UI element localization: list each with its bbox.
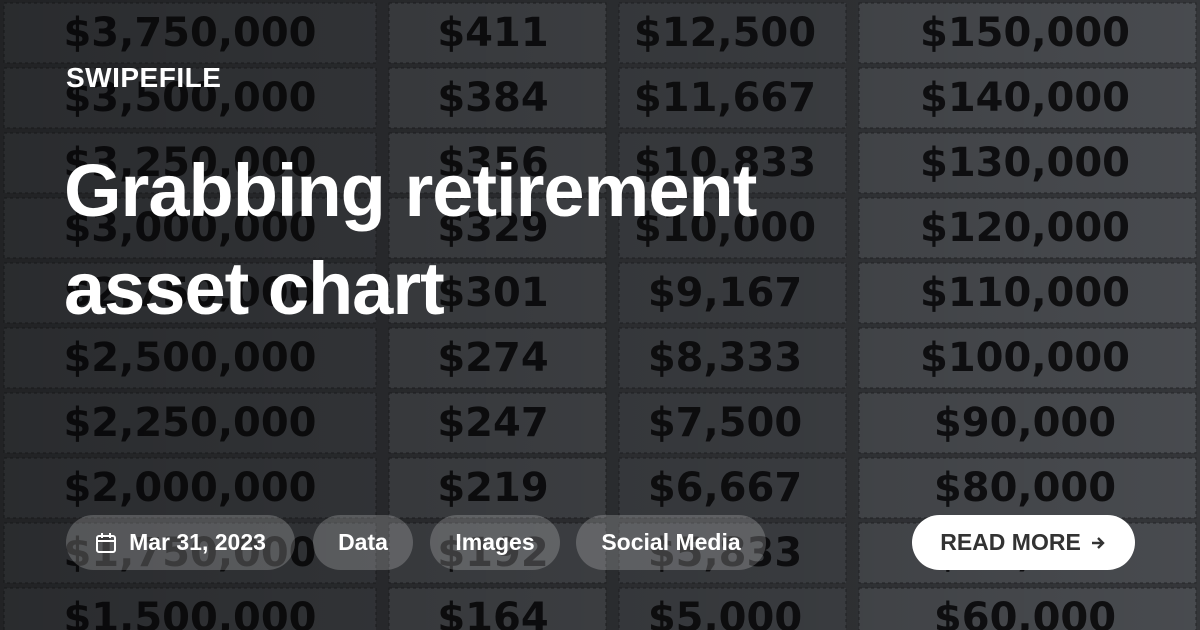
date-pill: Mar 31, 2023 [66, 515, 295, 570]
table-cell [618, 132, 847, 194]
tag[interactable]: Social Media [576, 515, 766, 570]
kicker: SWIPEFILE [66, 62, 222, 93]
table-cell [618, 522, 847, 584]
table-cell [3, 587, 377, 630]
table-value: $2,000,000 [63, 465, 316, 511]
cta-label: READ MORE [940, 529, 1081, 555]
table-value: $356 [437, 140, 548, 186]
table-value: $2,750,000 [63, 270, 316, 316]
table-cell [388, 457, 607, 519]
table-cell [858, 587, 1197, 630]
table-value: $384 [437, 75, 548, 121]
date: Mar 31, 2023 [129, 529, 266, 555]
table-value: $5,833 [648, 530, 802, 576]
arrow-icon [1091, 536, 1105, 549]
table-value: $6,667 [648, 465, 802, 511]
table-cell [3, 132, 377, 194]
table-cell [3, 457, 377, 519]
table-cell [3, 327, 377, 389]
table-value: $90,000 [934, 400, 1116, 446]
table-cell [618, 327, 847, 389]
table-cell [618, 2, 847, 64]
table-cell [388, 197, 607, 259]
table-cell [388, 327, 607, 389]
table-value: $140,000 [920, 75, 1130, 121]
table-cell [3, 67, 377, 129]
table-cell [858, 197, 1197, 259]
table-value: $3,500,000 [63, 75, 316, 121]
table-cell [3, 197, 377, 259]
tag[interactable]: Images [430, 515, 560, 570]
table-value: $100,000 [920, 335, 1130, 381]
table-value: $411 [437, 10, 548, 56]
table-value: $247 [437, 400, 548, 446]
table-cell [3, 392, 377, 454]
title: Grabbing retirement asset chart [64, 142, 757, 338]
table-value: $274 [437, 335, 548, 381]
table-cell [388, 2, 607, 64]
table-value: $3,750,000 [63, 10, 316, 56]
table-cell [858, 67, 1197, 129]
table-value: $120,000 [920, 205, 1130, 251]
table-value: $10,000 [634, 205, 816, 251]
table-cell [3, 2, 377, 64]
table-value: $3,250,000 [63, 140, 316, 186]
table-cell [3, 262, 377, 324]
table-cell [618, 457, 847, 519]
read-more-button[interactable]: READ MORE [912, 515, 1135, 570]
tag[interactable]: Data [313, 515, 413, 570]
table-value: $60,000 [934, 595, 1116, 630]
table-cell [388, 522, 607, 584]
table-value: $329 [437, 205, 548, 251]
table-cell [858, 132, 1197, 194]
table-value: $8,333 [648, 335, 802, 381]
table-value: $164 [437, 595, 548, 630]
table-value: $1,750,000 [63, 530, 316, 576]
title-line: Grabbing retirement [64, 149, 757, 232]
table-cell [388, 67, 607, 129]
table-value: $219 [437, 465, 548, 511]
table-value: $2,250,000 [63, 400, 316, 446]
table-cell [388, 587, 607, 630]
table-value: $11,667 [634, 75, 816, 121]
table-value: $80,000 [934, 465, 1116, 511]
table-cell [618, 197, 847, 259]
table-value: $9,167 [648, 270, 802, 316]
table-value: $130,000 [920, 140, 1130, 186]
table-cell [858, 262, 1197, 324]
table-cell [858, 327, 1197, 389]
table-value: $110,000 [920, 270, 1130, 316]
table-value: $192 [437, 530, 548, 576]
table-cell [388, 262, 607, 324]
table-value: $10,833 [634, 140, 816, 186]
table-value: $301 [437, 270, 548, 316]
calendar-icon [96, 532, 117, 553]
table-cell [858, 2, 1197, 64]
table-value: $1,500,000 [63, 595, 316, 630]
table-value: $5,000 [648, 595, 802, 630]
table-value: $12,500 [634, 10, 816, 56]
table-cell [3, 522, 377, 584]
table-value: $7,500 [648, 400, 802, 446]
table-cell [388, 132, 607, 194]
table-value: $2,500,000 [63, 335, 316, 381]
table-cell [618, 587, 847, 630]
table-cell [858, 457, 1197, 519]
table-cell [618, 262, 847, 324]
table-cell [618, 392, 847, 454]
table-cell [388, 392, 607, 454]
table-cell [618, 67, 847, 129]
table-cell [858, 392, 1197, 454]
title-line: asset chart [64, 247, 445, 330]
table-value: $150,000 [920, 10, 1130, 56]
table-value: $3,000,000 [63, 205, 316, 251]
